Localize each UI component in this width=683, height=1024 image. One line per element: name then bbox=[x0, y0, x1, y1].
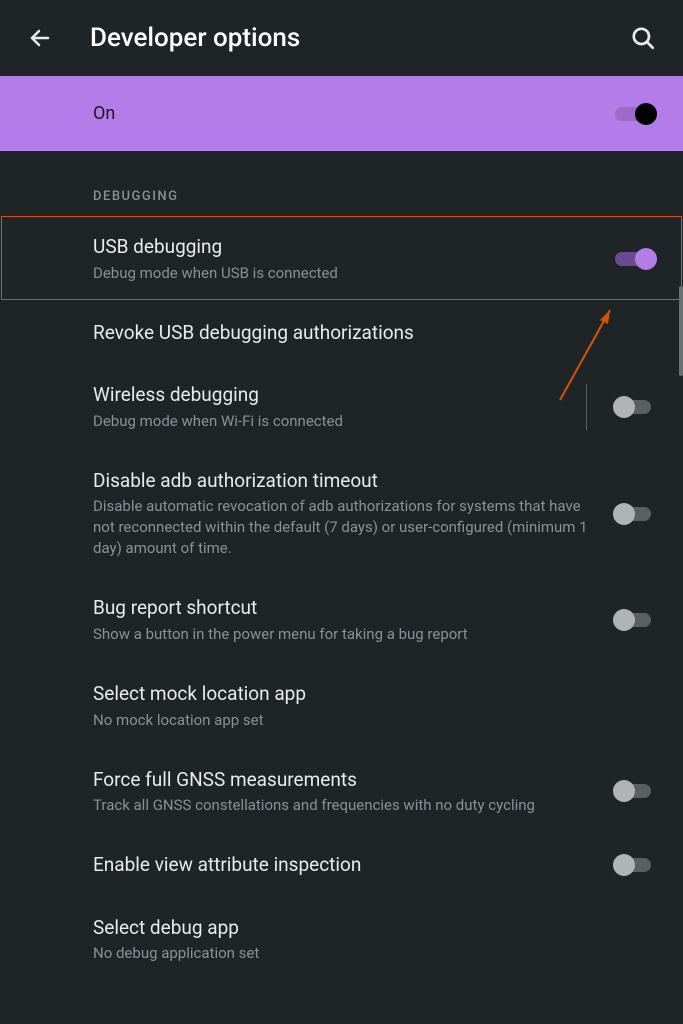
page-title: Developer options bbox=[90, 23, 623, 53]
setting-title: Revoke USB debugging authorizations bbox=[93, 320, 635, 347]
setting-title: Force full GNSS measurements bbox=[93, 767, 595, 794]
setting-title: Bug report shortcut bbox=[93, 595, 595, 622]
setting-title: Wireless debugging bbox=[93, 382, 566, 409]
setting-text: Enable view attribute inspection bbox=[93, 852, 615, 879]
setting-mock-location[interactable]: Select mock location app No mock locatio… bbox=[0, 663, 683, 749]
setting-revoke-auth[interactable]: Revoke USB debugging authorizations bbox=[0, 302, 683, 365]
setting-title: Select debug app bbox=[93, 915, 635, 942]
setting-text: Select debug app No debug application se… bbox=[93, 915, 655, 965]
setting-bug-report[interactable]: Bug report shortcut Show a button in the… bbox=[0, 577, 683, 663]
master-toggle-label: On bbox=[93, 103, 615, 124]
toggle-thumb bbox=[613, 503, 635, 525]
setting-title: Enable view attribute inspection bbox=[93, 852, 595, 879]
setting-text: Force full GNSS measurements Track all G… bbox=[93, 767, 615, 817]
master-toggle-switch[interactable] bbox=[615, 103, 655, 125]
setting-debug-app[interactable]: Select debug app No debug application se… bbox=[0, 897, 683, 983]
master-toggle-row[interactable]: On bbox=[0, 76, 683, 151]
setting-subtitle: Show a button in the power menu for taki… bbox=[93, 624, 595, 645]
setting-subtitle: No mock location app set bbox=[93, 710, 635, 731]
toggle-thumb bbox=[613, 396, 635, 418]
setting-usb-debugging[interactable]: USB debugging Debug mode when USB is con… bbox=[0, 216, 683, 302]
setting-view-attr[interactable]: Enable view attribute inspection bbox=[0, 834, 683, 897]
setting-title: Disable adb authorization timeout bbox=[93, 468, 595, 495]
setting-wireless-debugging[interactable]: Wireless debugging Debug mode when Wi-Fi… bbox=[0, 364, 683, 450]
setting-subtitle: Debug mode when Wi-Fi is connected bbox=[93, 411, 566, 432]
setting-subtitle: Disable automatic revocation of adb auth… bbox=[93, 496, 595, 559]
toggle-thumb bbox=[635, 248, 657, 270]
wireless-debugging-toggle[interactable] bbox=[615, 396, 655, 418]
view-attr-toggle[interactable] bbox=[615, 854, 655, 876]
setting-subtitle: Debug mode when USB is connected bbox=[93, 263, 595, 284]
setting-text: Wireless debugging Debug mode when Wi-Fi… bbox=[93, 382, 586, 432]
back-button[interactable] bbox=[20, 18, 60, 58]
usb-debugging-toggle[interactable] bbox=[615, 248, 655, 270]
setting-subtitle: No debug application set bbox=[93, 943, 635, 964]
toggle-thumb bbox=[613, 854, 635, 876]
arrow-back-icon bbox=[28, 26, 52, 50]
setting-title: Select mock location app bbox=[93, 681, 635, 708]
scrollbar[interactable] bbox=[679, 286, 683, 376]
gnss-toggle[interactable] bbox=[615, 780, 655, 802]
setting-text: Bug report shortcut Show a button in the… bbox=[93, 595, 615, 645]
adb-timeout-toggle[interactable] bbox=[615, 503, 655, 525]
setting-text: USB debugging Debug mode when USB is con… bbox=[93, 234, 615, 284]
setting-adb-timeout[interactable]: Disable adb authorization timeout Disabl… bbox=[0, 450, 683, 578]
vertical-divider bbox=[586, 384, 587, 430]
toggle-thumb bbox=[613, 780, 635, 802]
toggle-thumb bbox=[613, 609, 635, 631]
setting-text: Revoke USB debugging authorizations bbox=[93, 320, 655, 347]
search-button[interactable] bbox=[623, 18, 663, 58]
app-header: Developer options bbox=[0, 0, 683, 76]
setting-subtitle: Track all GNSS constellations and freque… bbox=[93, 795, 595, 816]
setting-gnss[interactable]: Force full GNSS measurements Track all G… bbox=[0, 749, 683, 835]
setting-title: USB debugging bbox=[93, 234, 595, 261]
setting-text: Disable adb authorization timeout Disabl… bbox=[93, 468, 615, 560]
setting-text: Select mock location app No mock locatio… bbox=[93, 681, 655, 731]
search-icon bbox=[630, 25, 656, 51]
bug-report-toggle[interactable] bbox=[615, 609, 655, 631]
section-header-debugging: DEBUGGING bbox=[0, 151, 683, 216]
toggle-thumb bbox=[635, 103, 657, 125]
